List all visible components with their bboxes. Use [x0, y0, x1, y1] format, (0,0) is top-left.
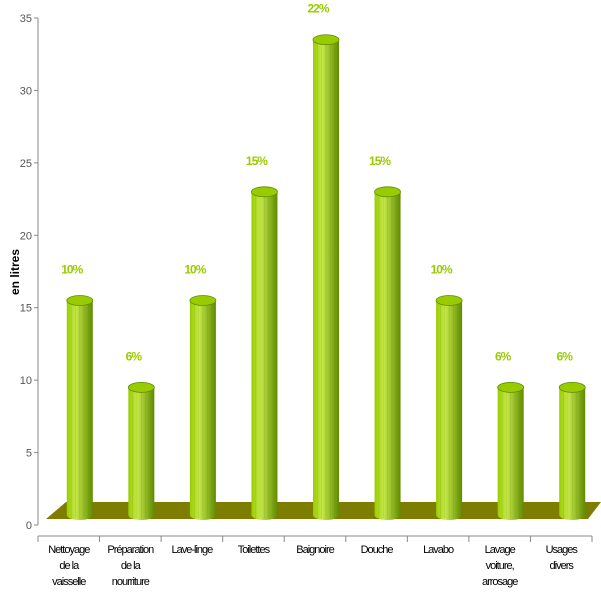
x-tick-label: Lavage voiture, arrosage	[482, 544, 518, 588]
bar-body	[559, 387, 586, 520]
data-label: 6%	[126, 349, 143, 363]
y-axis-label: en litres	[8, 249, 22, 295]
data-label: 10%	[61, 262, 83, 276]
bar-body	[497, 387, 524, 520]
bar	[558, 381, 586, 520]
bar-top	[312, 34, 340, 46]
x-tick-label: Toilettes	[238, 544, 271, 556]
y-tick-label: 10	[20, 375, 32, 387]
data-label: 10%	[184, 262, 206, 276]
y-tick-label: 5	[26, 448, 32, 460]
bar-body	[128, 387, 155, 520]
y-tick-label: 35	[20, 13, 32, 25]
bar-body	[189, 300, 216, 520]
x-tick-label: Douche	[361, 544, 394, 556]
x-tick-label: Préparation de la nourriture	[107, 544, 154, 588]
bar-top	[435, 295, 463, 306]
y-tick-label: 0	[26, 520, 32, 532]
x-tick-label: Lave-linge	[172, 544, 214, 556]
bar-top	[189, 295, 217, 306]
bar	[127, 381, 155, 520]
y-tick-label: 15	[20, 303, 32, 315]
bar-body	[374, 191, 401, 521]
x-tick-label: Usages divers	[546, 544, 579, 572]
data-label: 15%	[246, 154, 268, 168]
y-tick-label: 30	[20, 85, 32, 97]
bar-body	[436, 300, 463, 520]
data-label: 22%	[307, 2, 329, 16]
bar-body	[313, 39, 339, 520]
bar-top	[558, 381, 586, 393]
bar	[497, 381, 525, 520]
bar-top	[374, 186, 401, 198]
y-tick-label: 25	[20, 158, 32, 170]
x-tick-label: Lavabo	[423, 544, 454, 556]
data-label: 6%	[495, 349, 512, 363]
data-label: 10%	[431, 262, 453, 276]
y-tick-label: 20	[20, 230, 32, 242]
bar	[189, 295, 217, 520]
bar-top	[251, 186, 278, 198]
bar-body	[251, 191, 278, 521]
bar	[251, 186, 278, 521]
bar-body	[66, 300, 93, 520]
data-label: 6%	[557, 349, 574, 363]
bar-top	[497, 381, 525, 393]
bar-top	[66, 295, 94, 306]
bar	[374, 186, 401, 521]
data-label: 15%	[369, 154, 391, 168]
x-tick-label: Nettoyage de la vaisselle	[48, 544, 90, 588]
x-tick-label: Baignoire	[296, 544, 334, 556]
bar	[312, 34, 340, 520]
bar	[435, 295, 463, 520]
bar-top	[127, 381, 155, 393]
bar	[66, 295, 94, 520]
